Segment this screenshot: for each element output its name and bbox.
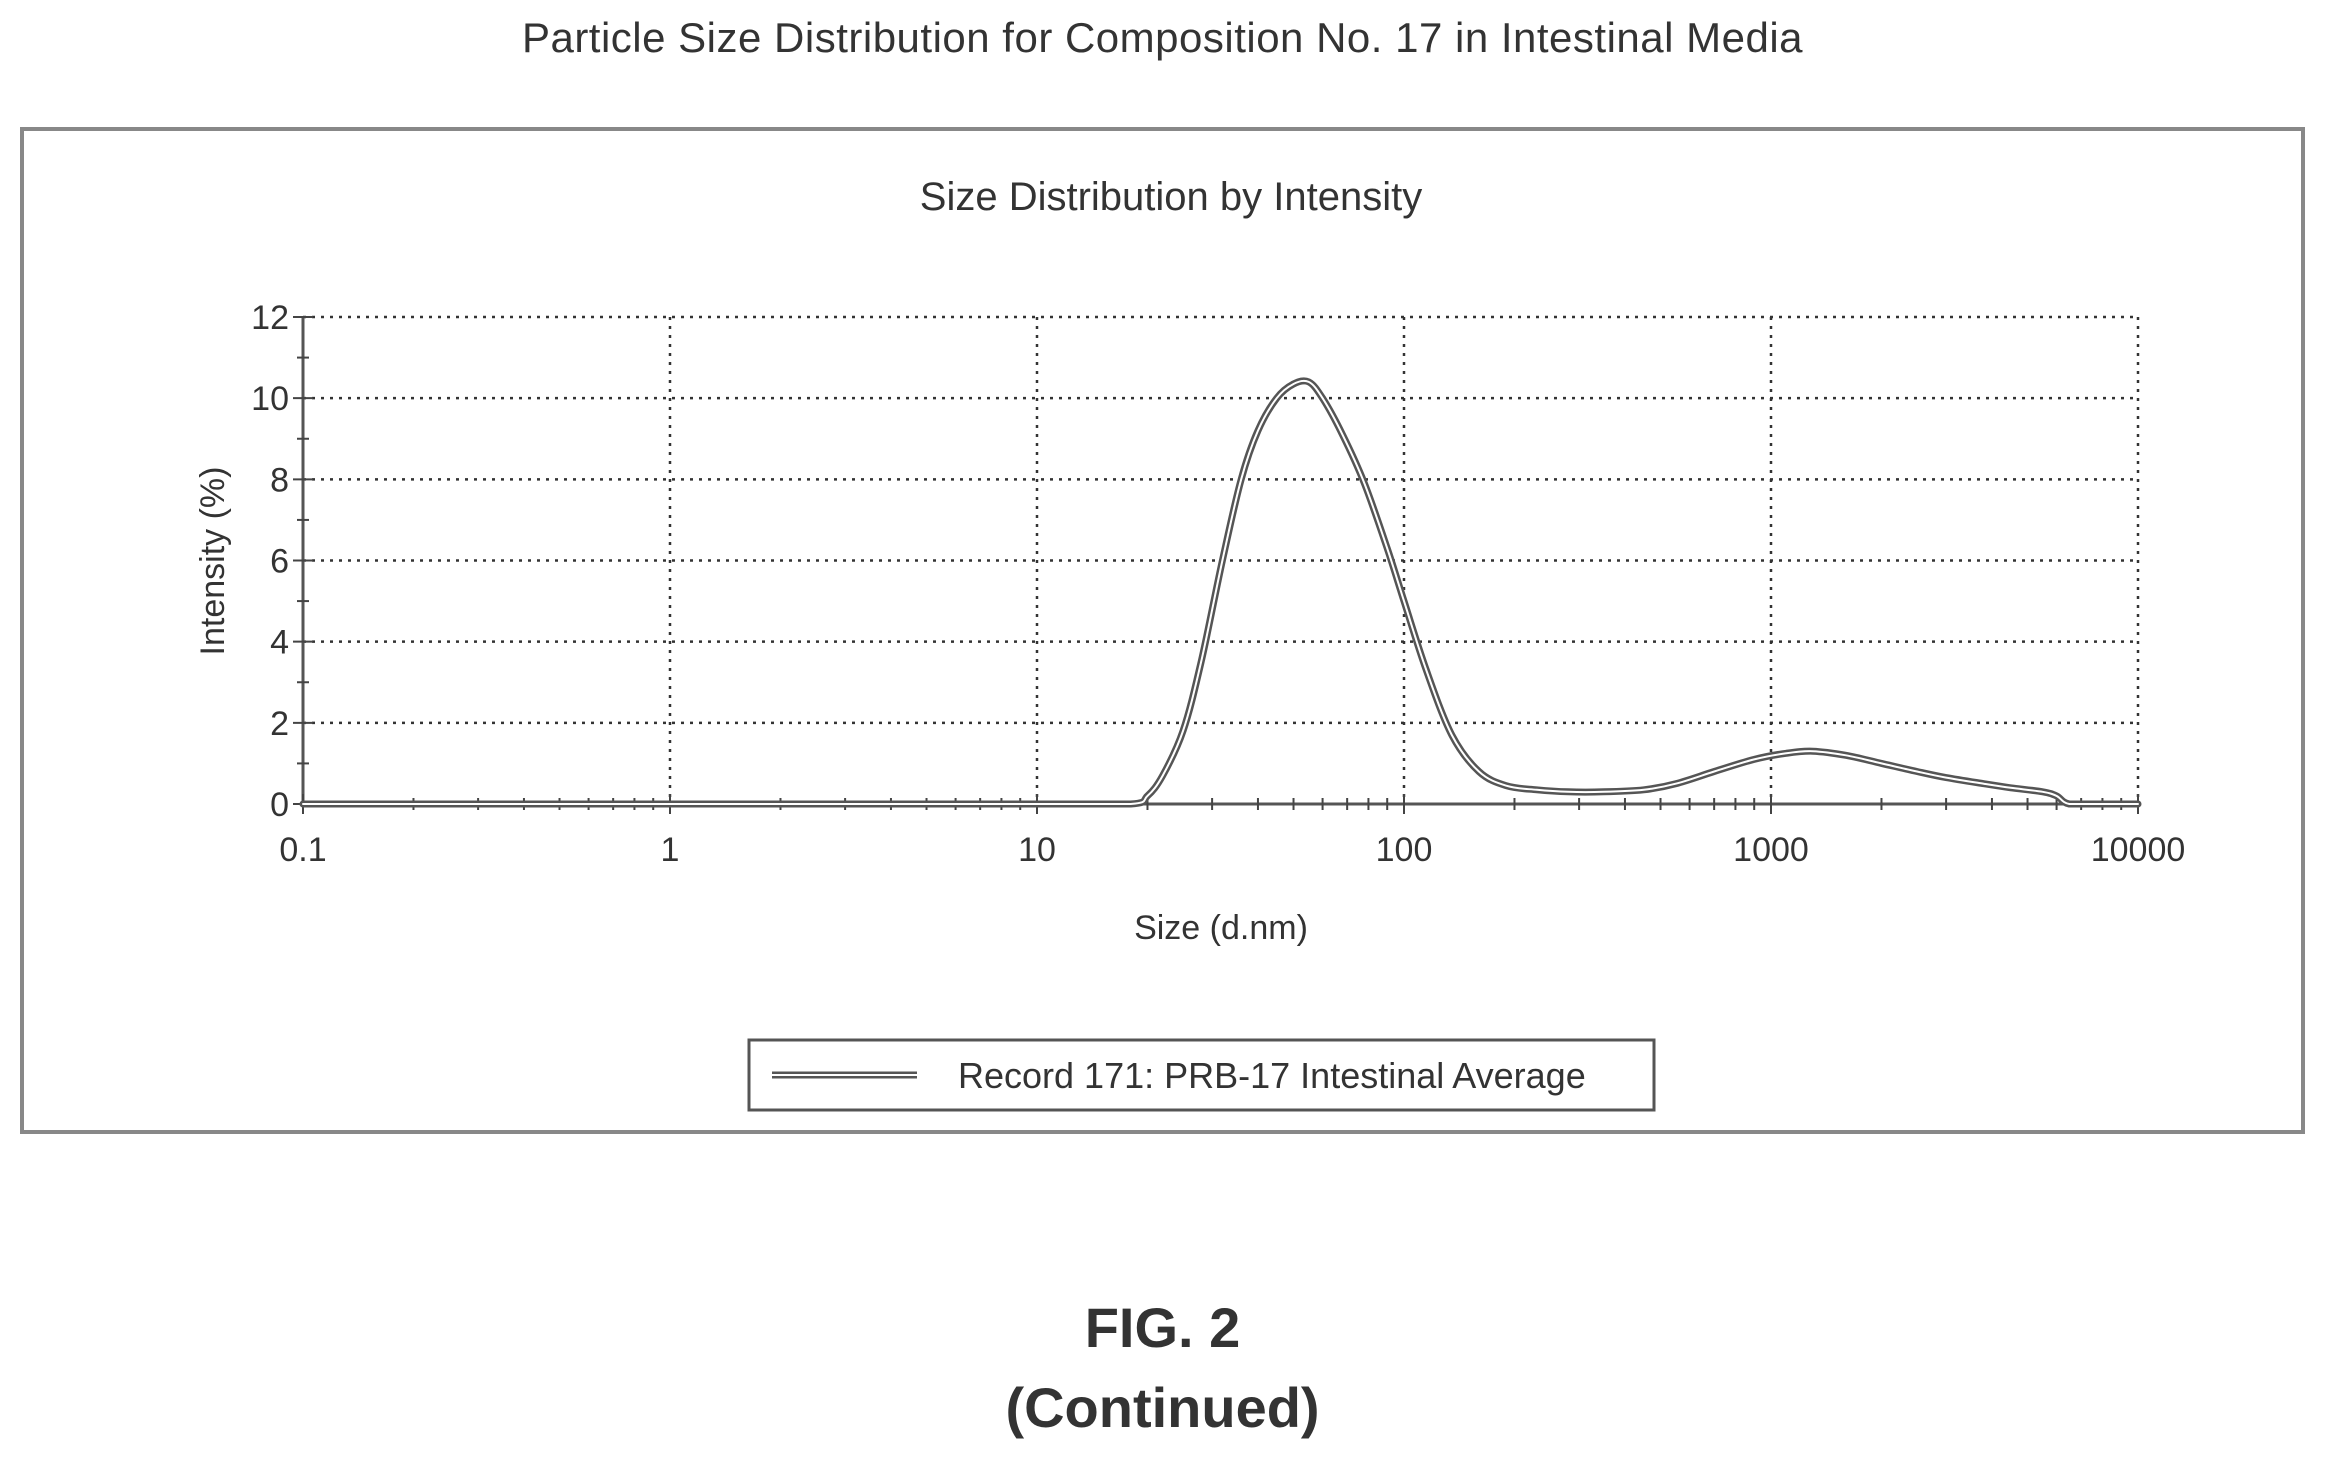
chart-title: Size Distribution by Intensity — [920, 175, 1422, 219]
y-tick-label: 8 — [270, 461, 289, 499]
x-tick-label: 100 — [1376, 831, 1433, 869]
legend-label: Record 171: PRB-17 Intestinal Average — [958, 1055, 1586, 1096]
y-tick-label: 12 — [251, 299, 289, 337]
axes — [293, 316, 2139, 814]
series-line-inner — [302, 379, 2139, 806]
x-axis-label: Size (d.nm) — [1134, 909, 1308, 947]
x-tick-label: 10 — [1018, 831, 1056, 869]
tick-labels: 0.1 1 10 100 1000 10000 0 2 4 6 8 10 12 — [251, 299, 2185, 869]
figure-label: FIG. 2 — [1084, 1296, 1241, 1359]
chart-svg: Size Distribution by Intensity 0.1 1 10 100… — [194, 175, 2185, 1112]
y-tick-label: 10 — [251, 380, 289, 418]
x-tick-label: 0.1 — [279, 831, 326, 869]
series-line — [299, 377, 2142, 808]
x-tick-label: 1 — [661, 831, 680, 869]
figure-continued: (Continued) — [1005, 1376, 1320, 1439]
y-tick-label: 2 — [270, 705, 289, 743]
x-tick-label: 1000 — [1733, 831, 1809, 869]
chart-frame: Size Distribution by Intensity 0.1 1 10 100… — [20, 127, 2305, 1134]
y-tick-label: 6 — [270, 543, 289, 581]
x-tick-label: 10000 — [2091, 831, 2186, 869]
y-tick-label: 4 — [270, 624, 289, 662]
page-title: Particle Size Distribution for Compositi… — [521, 14, 1804, 61]
y-axis-label: Intensity (%) — [194, 467, 232, 656]
legend: Record 171: PRB-17 Intestinal Average — [747, 1038, 1656, 1112]
y-tick-label: 0 — [270, 786, 289, 824]
